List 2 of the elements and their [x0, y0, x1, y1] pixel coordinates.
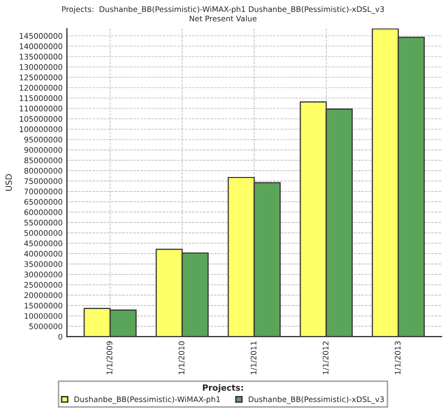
legend-title: Projects: [202, 384, 243, 392]
y-axis-title: USD [6, 174, 12, 191]
